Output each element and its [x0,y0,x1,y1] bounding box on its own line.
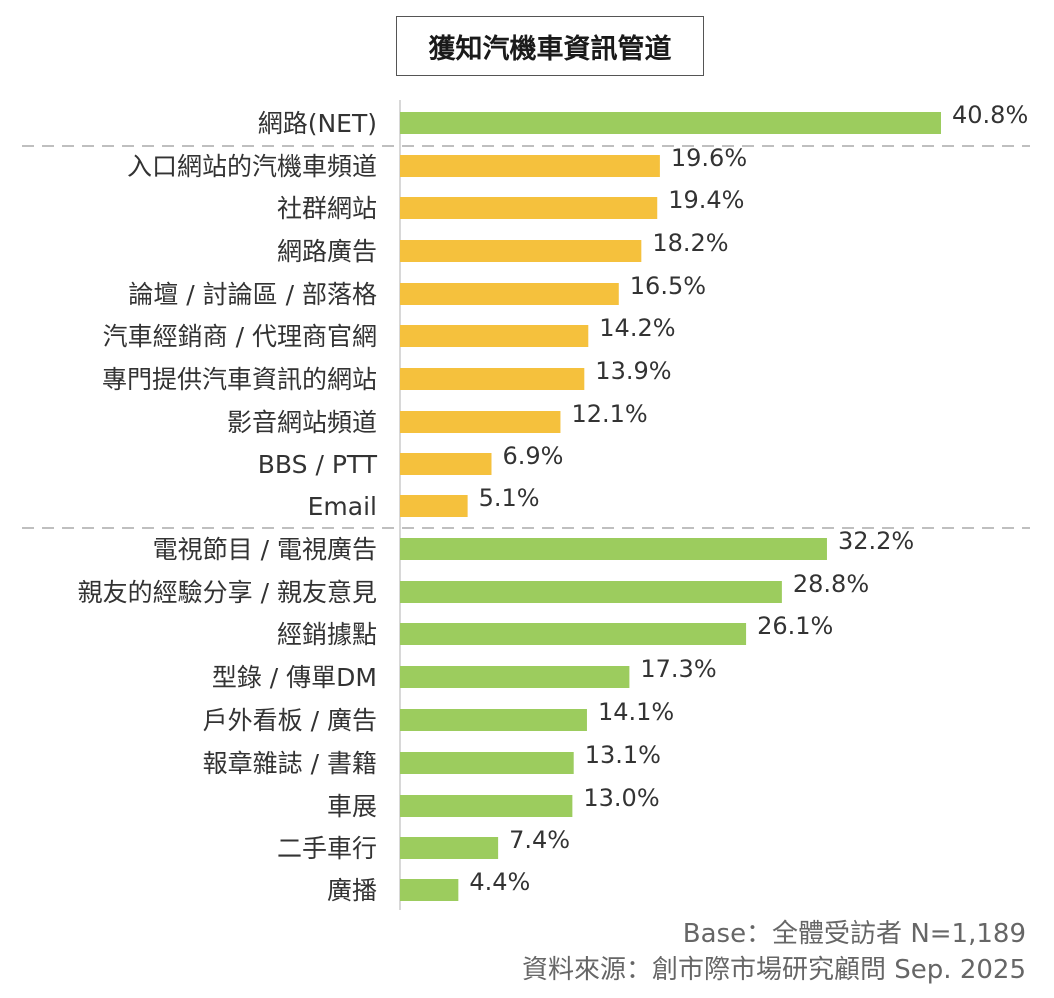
value-label: 12.1% [571,400,647,428]
category-label: Email [308,492,377,521]
value-label: 19.6% [671,144,747,172]
category-label: 入口網站的汽機車頻道 [127,152,377,181]
value-label: 7.4% [509,826,570,854]
footer-source-note: 資料來源：創市際市場研究顧問 Sep. 2025 [522,955,1026,985]
value-label: 13.1% [585,741,661,769]
footer-base-note: Base：全體受訪者 N=1,189 [682,919,1026,949]
bar [400,325,589,347]
value-label: 14.2% [599,314,675,342]
value-label: 13.0% [583,784,659,812]
category-label: 經銷據點 [277,620,377,649]
category-label: 車展 [327,792,377,821]
bar [400,623,747,645]
category-label: 型錄 / 傳單DM [212,663,377,692]
category-label: 社群網站 [277,194,377,223]
bar [400,666,630,688]
value-label: 4.4% [469,868,530,896]
bar [400,581,782,603]
bar [400,752,574,774]
bar [400,283,619,305]
category-label: 專門提供汽車資訊的網站 [102,365,377,394]
bar [400,197,658,219]
category-label: 報章雜誌 / 書籍 [203,749,377,778]
bar-chart: 網路(NET) 40.8% 入口網站的汽機車頻道 19.6% 社群網站 19.4% 網路廣告… [22,100,1030,910]
bar [400,795,573,817]
category-label: 影音網站頻道 [227,408,377,437]
value-label: 14.1% [598,698,674,726]
bar [400,112,941,134]
value-label: 28.8% [793,570,869,598]
bar [400,538,827,560]
value-label: 5.1% [479,484,540,512]
value-label: 16.5% [630,272,706,300]
bar [400,155,660,177]
value-label: 19.4% [668,186,744,214]
value-label: 17.3% [640,655,716,683]
value-label: 26.1% [757,612,833,640]
value-label: 13.9% [595,357,671,385]
bar [400,368,585,390]
category-label: 論壇 / 討論區 / 部落格 [128,280,377,309]
category-label: 二手車行 [277,834,377,863]
value-label: 6.9% [502,442,563,470]
value-label: 40.8% [952,101,1028,129]
bar [400,837,499,859]
bar [400,240,642,262]
bar [400,495,468,517]
category-label: 親友的經驗分享 / 親友意見 [78,578,377,607]
category-label: 電視節目 / 電視廣告 [153,535,377,564]
category-label: 戶外看板 / 廣告 [203,706,377,735]
category-label: BBS / PTT [258,450,378,479]
bar [400,411,561,433]
value-label: 32.2% [838,527,914,555]
value-label: 18.2% [652,229,728,257]
chart-title: 獲知汽機車資訊管道 [396,16,704,76]
category-label: 網路(NET) [258,109,377,138]
category-label: 汽車經銷商 / 代理商官網 [103,322,377,351]
category-label: 廣播 [327,876,377,905]
bar [400,453,492,475]
bar [400,709,587,731]
category-label: 網路廣告 [277,237,377,266]
bar [400,879,459,901]
